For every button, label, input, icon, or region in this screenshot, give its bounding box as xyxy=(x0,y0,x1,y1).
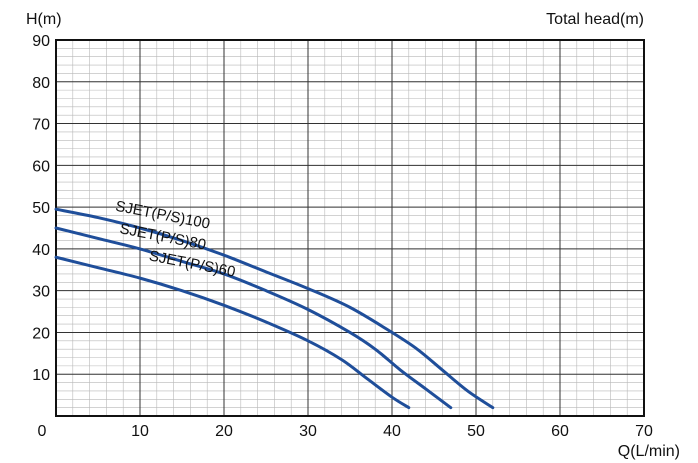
y-tick-label: 50 xyxy=(32,200,50,217)
y-tick-label: 90 xyxy=(32,33,50,50)
y-tick-label: 40 xyxy=(32,242,50,259)
y-tick-label: 10 xyxy=(32,367,50,384)
y-tick-label: 80 xyxy=(32,75,50,92)
x-tick-label: 40 xyxy=(383,423,401,440)
x-tick-label: 70 xyxy=(635,423,653,440)
y-tick-label: 20 xyxy=(32,325,50,342)
x-tick-label: 0 xyxy=(38,423,47,440)
y-tick-label: 30 xyxy=(32,284,50,301)
curve-label-sjet-p-s-60: SJET(P/S)60 xyxy=(148,247,237,280)
x-axis-title: Q(L/min) xyxy=(618,443,680,460)
x-tick-label: 60 xyxy=(551,423,569,440)
curve-sjet-p-s-100 xyxy=(54,207,495,410)
x-tick-label: 50 xyxy=(467,423,485,440)
curve-sjet-p-s-60 xyxy=(54,255,411,410)
y-tick-label: 60 xyxy=(32,158,50,175)
y-tick-labels: 10 20 30 40 50 60 70 80 90 xyxy=(32,33,50,384)
x-tick-label: 20 xyxy=(215,423,233,440)
y-tick-label: 70 xyxy=(32,117,50,134)
total-head-title: Total head(m) xyxy=(546,11,644,28)
x-tick-label: 30 xyxy=(299,423,317,440)
x-tick-label: 10 xyxy=(131,423,149,440)
y-axis-title: H(m) xyxy=(26,11,62,28)
series-curves xyxy=(54,207,495,410)
curve-sjet-p-s-80 xyxy=(54,226,453,410)
x-tick-labels: 0 10 20 30 40 50 60 70 xyxy=(38,423,653,440)
